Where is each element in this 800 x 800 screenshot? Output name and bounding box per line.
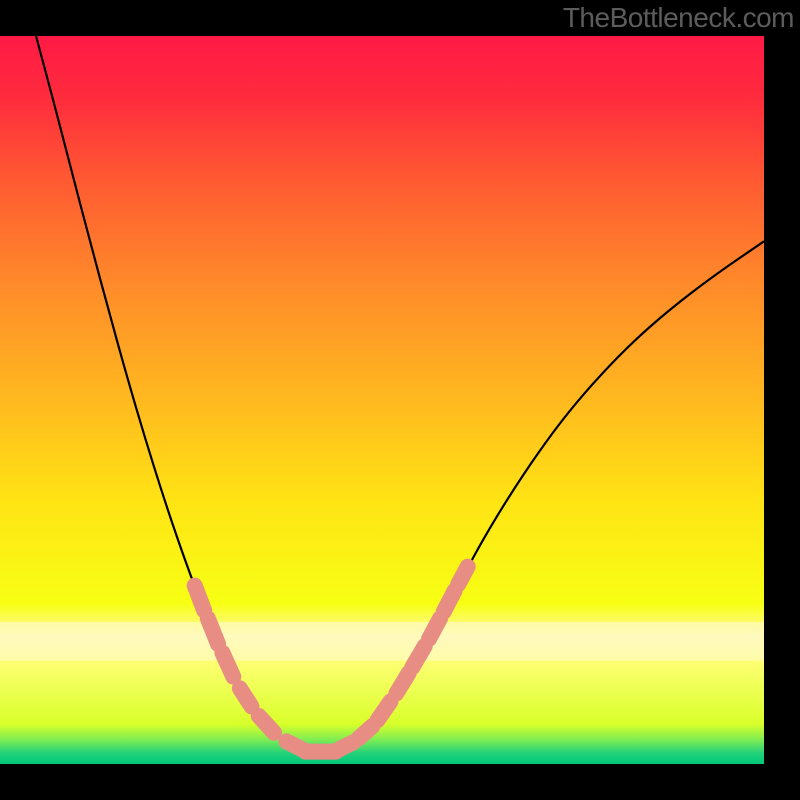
alert-bead	[444, 591, 455, 612]
alert-bead	[259, 716, 274, 733]
alert-bead	[359, 726, 373, 738]
alert-bead	[429, 618, 440, 638]
alert-bead	[240, 688, 252, 706]
alert-bead	[412, 646, 424, 667]
alert-bead	[377, 701, 390, 720]
alert-bead	[396, 673, 408, 693]
alert-bead	[195, 586, 204, 611]
alert-bead	[337, 742, 353, 750]
alert-bead	[458, 567, 467, 584]
chart-svg	[0, 0, 800, 800]
alert-bead	[208, 618, 218, 643]
stage: TheBottleneck.com	[0, 0, 800, 800]
pale-band	[0, 622, 764, 661]
alert-bead	[222, 653, 233, 677]
